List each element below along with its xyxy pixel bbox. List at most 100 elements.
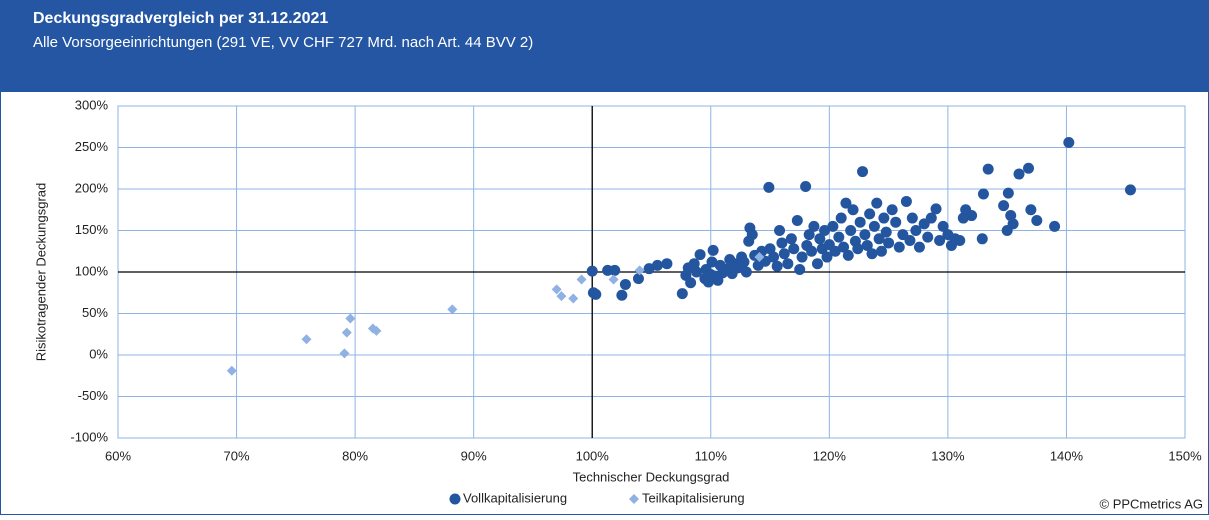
point bbox=[1005, 210, 1017, 222]
point bbox=[609, 264, 621, 276]
point bbox=[740, 266, 752, 278]
point bbox=[551, 284, 562, 295]
point bbox=[854, 216, 866, 228]
point bbox=[616, 289, 628, 301]
x-axis-title: Technischer Deckungsgrad bbox=[573, 469, 730, 484]
point bbox=[838, 241, 850, 253]
point bbox=[808, 220, 820, 232]
point bbox=[746, 229, 758, 241]
point bbox=[868, 220, 880, 232]
point bbox=[706, 256, 718, 268]
point bbox=[794, 264, 806, 276]
y-axis-title: Risikotragender Deckungsgrad bbox=[33, 183, 48, 361]
point bbox=[871, 197, 883, 209]
point bbox=[632, 273, 644, 285]
y-tick-label: 150% bbox=[75, 222, 109, 237]
x-tick-label: 100% bbox=[576, 448, 610, 463]
point bbox=[966, 210, 978, 222]
point bbox=[840, 197, 852, 209]
point bbox=[878, 212, 890, 224]
point bbox=[1002, 187, 1014, 199]
point bbox=[661, 258, 673, 270]
point bbox=[226, 365, 237, 376]
point bbox=[811, 258, 823, 270]
point bbox=[910, 225, 922, 236]
point bbox=[852, 243, 864, 255]
point bbox=[568, 293, 579, 304]
point bbox=[861, 239, 873, 251]
y-tick-label: -50% bbox=[78, 388, 109, 403]
point bbox=[738, 256, 750, 268]
point bbox=[785, 233, 797, 245]
legend-marker bbox=[449, 493, 461, 505]
point bbox=[829, 245, 841, 257]
point bbox=[1063, 137, 1075, 149]
point bbox=[1049, 220, 1061, 232]
y-tick-label: 300% bbox=[75, 97, 109, 112]
x-tick-label: 70% bbox=[224, 448, 250, 463]
point bbox=[847, 204, 859, 216]
point bbox=[707, 244, 719, 256]
point bbox=[791, 215, 803, 227]
point bbox=[694, 249, 706, 261]
point bbox=[827, 220, 839, 232]
point bbox=[643, 263, 655, 275]
point bbox=[819, 225, 831, 236]
point bbox=[1025, 204, 1037, 216]
x-tick-label: 90% bbox=[461, 448, 487, 463]
point bbox=[651, 259, 663, 271]
point bbox=[845, 225, 857, 236]
legend-marker bbox=[629, 494, 639, 504]
y-tick-label: 250% bbox=[75, 139, 109, 154]
point bbox=[803, 229, 815, 241]
point bbox=[842, 249, 854, 261]
point bbox=[685, 277, 697, 289]
point bbox=[341, 327, 352, 338]
point bbox=[833, 231, 845, 243]
point bbox=[913, 241, 925, 253]
point bbox=[447, 304, 458, 315]
subtitle: Alle Vorsorgeeinrichtungen (291 VE, VV C… bbox=[33, 34, 533, 51]
point bbox=[934, 234, 946, 246]
point bbox=[806, 245, 818, 257]
point bbox=[788, 243, 800, 255]
point bbox=[893, 241, 905, 253]
point bbox=[556, 291, 567, 302]
point bbox=[301, 334, 312, 345]
point bbox=[904, 234, 916, 246]
point bbox=[619, 278, 631, 290]
point bbox=[774, 225, 786, 236]
point bbox=[937, 220, 949, 232]
point bbox=[954, 234, 966, 246]
point bbox=[906, 212, 918, 224]
point bbox=[796, 251, 808, 263]
point bbox=[866, 248, 878, 260]
point bbox=[688, 258, 700, 270]
point bbox=[608, 274, 619, 285]
point bbox=[754, 252, 765, 263]
point bbox=[778, 248, 790, 260]
point bbox=[880, 226, 892, 238]
point bbox=[873, 233, 885, 245]
point bbox=[1007, 218, 1019, 230]
point bbox=[859, 229, 871, 241]
y-tick-label: 0% bbox=[89, 346, 108, 361]
point bbox=[977, 188, 989, 200]
point bbox=[764, 243, 776, 255]
point bbox=[1124, 184, 1136, 196]
point bbox=[771, 260, 783, 272]
point bbox=[875, 245, 887, 257]
point bbox=[763, 181, 775, 193]
x-tick-label: 60% bbox=[105, 448, 131, 463]
point bbox=[925, 212, 937, 224]
x-tick-label: 130% bbox=[931, 448, 965, 463]
x-tick-label: 80% bbox=[342, 448, 368, 463]
point bbox=[776, 237, 788, 249]
point bbox=[890, 216, 902, 228]
x-tick-label: 120% bbox=[813, 448, 847, 463]
point bbox=[857, 166, 869, 178]
title: Deckungsgradvergleich per 31.12.2021 bbox=[33, 10, 328, 27]
point bbox=[821, 251, 833, 263]
point bbox=[900, 195, 912, 207]
